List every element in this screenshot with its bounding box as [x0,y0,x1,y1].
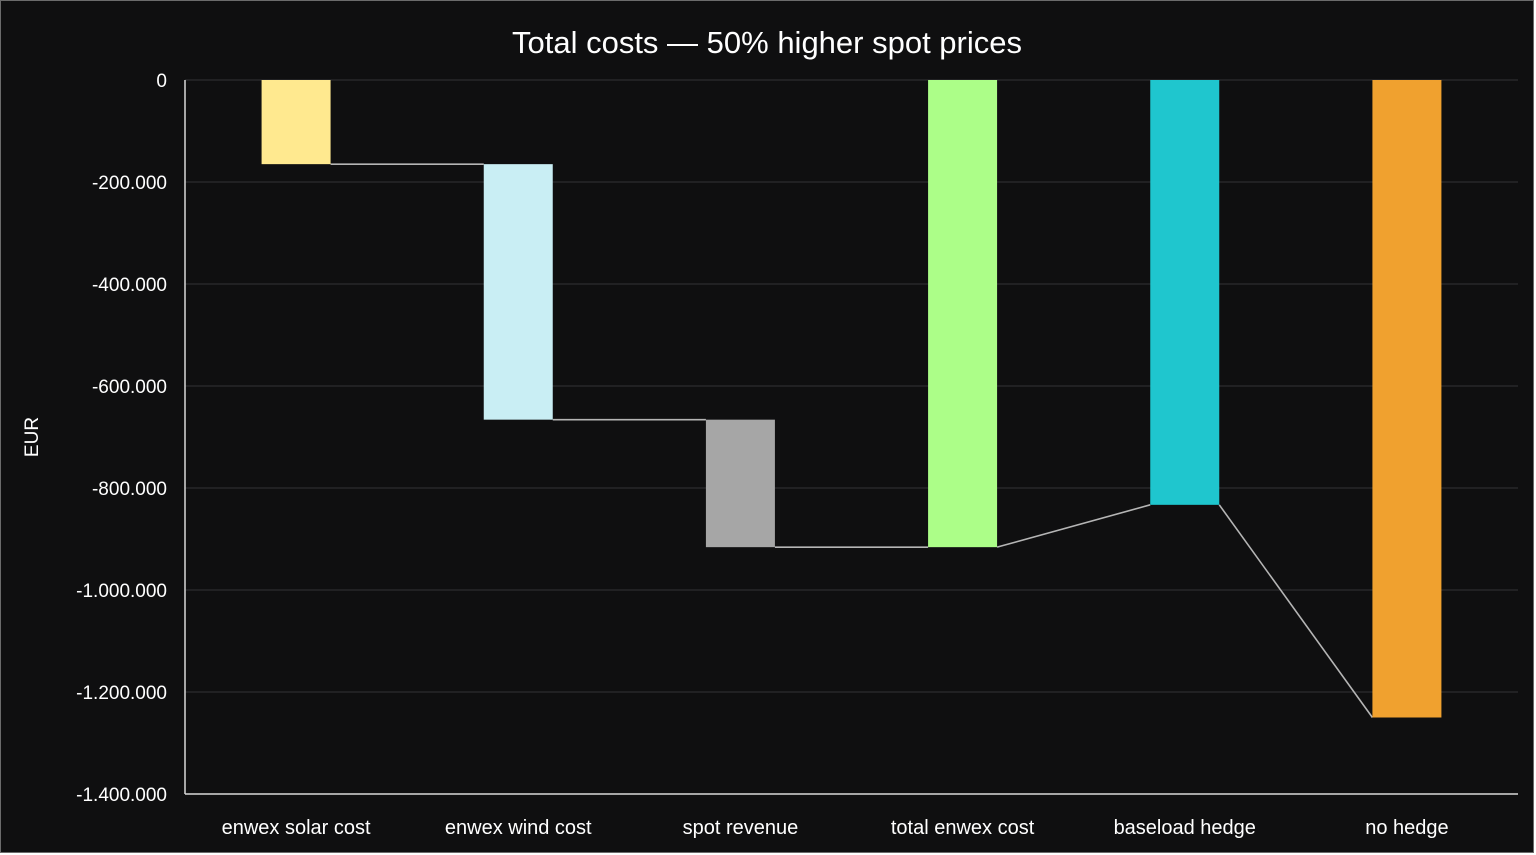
y-tick-label: -200.000 [92,173,167,194]
y-tick-labels: 0 -200.000 -400.000 -600.000 -800.000 -1.000.… [76,71,167,806]
bar-total-enwex-cost [928,80,998,548]
bar-enwex-solar-cost [261,80,331,165]
axes [184,80,1518,795]
y-tick-label: -1.400.000 [76,785,167,806]
x-category-label: spot revenue [683,817,799,839]
bar-no-hedge [1372,80,1442,718]
y-axis-label: EUR [22,417,43,457]
gridlines [185,79,1518,693]
bars [261,80,1442,718]
chart-title: Total costs — 50% higher spot prices [512,25,1022,60]
y-tick-label: -1.200.000 [76,683,167,704]
category-labels: enwex solar cost enwex wind cost spot reve… [222,817,1449,839]
y-tick-label: 0 [156,71,167,92]
connector-line [1218,504,1374,718]
x-category-label: enwex solar cost [222,817,371,839]
y-tick-label: -1.000.000 [76,581,167,602]
y-tick-label: -400.000 [92,275,167,296]
bar-enwex-wind-cost [483,164,553,420]
connector-line [996,504,1151,548]
y-tick-label: -600.000 [92,377,167,398]
x-category-label: baseload hedge [1114,817,1256,839]
connector-lines [330,163,1374,718]
x-category-label: enwex wind cost [445,817,592,839]
x-category-label: total enwex cost [891,817,1035,839]
bar-spot-revenue [705,419,775,548]
y-tick-label: -800.000 [92,479,167,500]
bar-baseload-hedge [1150,80,1220,505]
x-category-label: no hedge [1365,817,1448,839]
